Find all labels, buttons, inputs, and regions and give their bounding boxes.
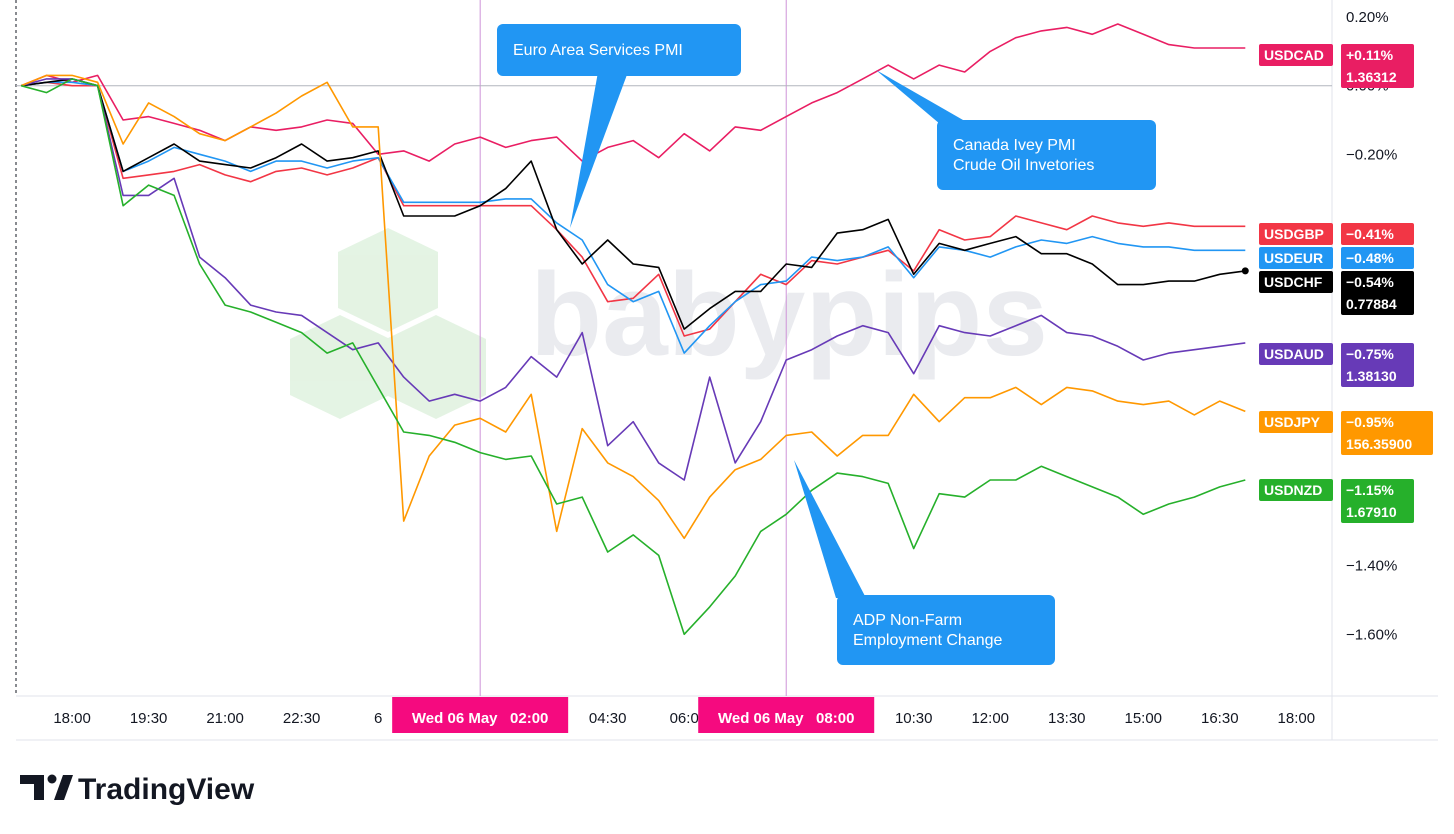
badge-name-box: [1259, 343, 1333, 365]
annotation-euro-pmi[interactable]: Euro Area Services PMI: [497, 24, 741, 228]
badge-percent: −1.15%: [1346, 482, 1394, 498]
badge-usdeur[interactable]: USDEUR −0.48%: [1259, 247, 1414, 269]
series-line-usdjpy[interactable]: [20, 74, 1246, 540]
series-line-usdaud[interactable]: [20, 78, 1246, 481]
series-line-usdnzd[interactable]: [20, 78, 1246, 636]
callout-pointer: [794, 460, 866, 598]
time-axis: 18:00 19:30 21:00 22:30 6 04:30 06:0 10:30 12:00…: [53, 710, 1315, 727]
badge-usdaud[interactable]: USDAUD −0.75% 1.38130: [1259, 343, 1414, 387]
badge-percent: −0.48%: [1346, 250, 1394, 266]
callout-pointer: [876, 70, 970, 124]
callout-box: [837, 595, 1055, 665]
badge-name: USDCHF: [1264, 274, 1323, 290]
badge-value-box: [1341, 247, 1414, 269]
callout-text: ADP Non-Farm: [853, 612, 962, 629]
badge-name: USDJPY: [1264, 414, 1321, 430]
badge-value-box: [1341, 411, 1433, 455]
y-tick-label: −1.60%: [1346, 626, 1397, 643]
callout-text: Employment Change: [853, 632, 1003, 649]
x-tick-label: 06:0: [670, 710, 699, 727]
badge-price: 1.67910: [1346, 504, 1397, 520]
badge-name-box: [1259, 479, 1333, 501]
series-labels: USDCAD +0.11% 1.36312 USDGBP −0.41% USDEUR −0.…: [1259, 44, 1433, 523]
badge-percent: +0.11%: [1346, 47, 1394, 63]
badge-percent: −0.75%: [1346, 346, 1394, 362]
badge-percent: −0.95%: [1346, 414, 1394, 430]
time-highlight-box: [392, 697, 569, 733]
last-point-marker: [1241, 267, 1249, 275]
badge-price: 1.36312: [1346, 69, 1397, 85]
time-highlight-label: Wed 06 May 08:00: [718, 710, 854, 727]
x-tick-label: 13:30: [1048, 710, 1086, 727]
x-tick-label: 15:00: [1124, 710, 1162, 727]
callout-pointer: [570, 72, 628, 228]
badge-usdchf[interactable]: USDCHF −0.54% 0.77884: [1259, 271, 1414, 315]
watermark-text: babypips: [530, 249, 1048, 381]
badge-name-box: [1259, 223, 1333, 245]
badge-usdnzd[interactable]: USDNZD −1.15% 1.67910: [1259, 479, 1414, 523]
time-highlights: Wed 06 May 02:00 Wed 06 May 08:00: [392, 697, 875, 733]
plot-area[interactable]: [16, 0, 1332, 696]
badge-name: USDNZD: [1264, 482, 1322, 498]
x-tick-label: 10:30: [895, 710, 933, 727]
callout-text: Canada Ivey PMI: [953, 137, 1076, 154]
badge-value-box: [1341, 479, 1414, 523]
badge-price: 156.35900: [1346, 436, 1412, 452]
badge-name-box: [1259, 271, 1333, 293]
y-tick-label: −1.40%: [1346, 558, 1397, 575]
callout-text: Euro Area Services PMI: [513, 42, 683, 59]
tv-logo-icon: [20, 774, 73, 800]
x-tick-label: 19:30: [130, 710, 168, 727]
badge-percent: −0.41%: [1346, 226, 1394, 242]
y-tick-label: 0.20%: [1346, 9, 1389, 26]
badge-value-box: [1341, 44, 1414, 88]
badge-name-box: [1259, 247, 1333, 269]
badge-usdgbp[interactable]: USDGBP −0.41%: [1259, 223, 1414, 245]
price-axis: 0.20%0.00%−0.20%−1.40%−1.60%: [1346, 9, 1397, 643]
series-line-usdeur[interactable]: [20, 81, 1246, 354]
badge-name: USDEUR: [1264, 250, 1323, 266]
callout-text: Crude Oil Invetories: [953, 157, 1094, 174]
callout-box: [937, 120, 1156, 190]
badge-value-box: [1341, 223, 1414, 245]
series-line-usdgbp[interactable]: [20, 81, 1246, 337]
badge-name: USDCAD: [1264, 47, 1324, 63]
x-tick-label: 04:30: [589, 710, 627, 727]
time-highlight-label: Wed 06 May 02:00: [412, 710, 548, 727]
badge-name: USDGBP: [1264, 226, 1324, 242]
badge-name-box: [1259, 411, 1333, 433]
badge-usdjpy[interactable]: USDJPY −0.95% 156.35900: [1259, 411, 1433, 455]
badge-price: 1.38130: [1346, 368, 1397, 384]
series-line-usdchf[interactable]: [20, 78, 1246, 330]
x-tick-label: 18:00: [1278, 710, 1316, 727]
annotation-adp[interactable]: ADP Non-Farm Employment Change: [794, 460, 1055, 665]
y-tick-label: −0.20%: [1346, 146, 1397, 163]
badge-name-box: [1259, 44, 1333, 66]
tradingview-wordmark: TradingView: [78, 773, 255, 806]
x-tick-label: 21:00: [206, 710, 244, 727]
badge-percent: −0.54%: [1346, 274, 1394, 290]
badge-name: USDAUD: [1264, 346, 1324, 362]
callout-box: [497, 24, 741, 76]
x-tick-label: 18:00: [53, 710, 91, 727]
x-tick-label: 6: [374, 710, 382, 727]
badge-usdcad[interactable]: USDCAD +0.11% 1.36312: [1259, 44, 1414, 88]
badge-value-box: [1341, 271, 1414, 315]
tradingview-logo[interactable]: TradingView: [20, 773, 255, 806]
annotation-canada-ivey[interactable]: Canada Ivey PMI Crude Oil Invetories: [876, 70, 1156, 190]
x-tick-label: 22:30: [283, 710, 321, 727]
series-lines: [20, 23, 1249, 636]
badge-price: 0.77884: [1346, 296, 1397, 312]
time-highlight-box: [698, 697, 875, 733]
x-tick-label: 12:00: [971, 710, 1009, 727]
x-tick-label: 16:30: [1201, 710, 1239, 727]
badge-value-box: [1341, 343, 1414, 387]
